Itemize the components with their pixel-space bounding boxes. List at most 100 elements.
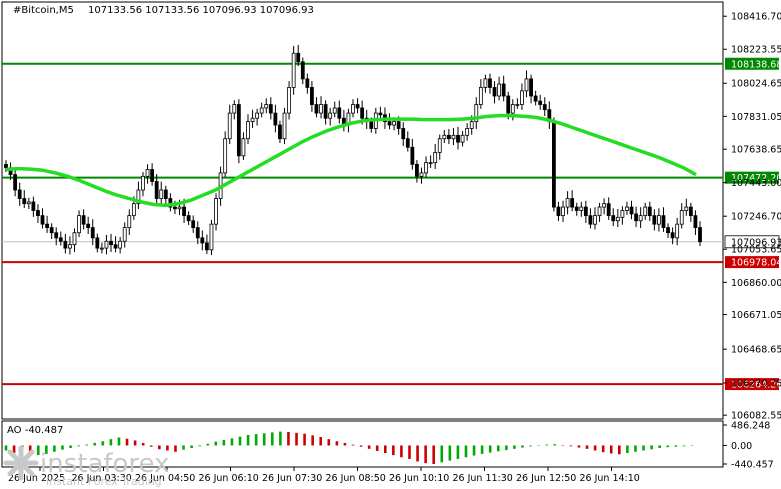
current-price-tag <box>724 235 780 249</box>
ao-label: AO -40.487 <box>7 425 63 436</box>
candle-body <box>643 206 648 217</box>
ao-plot-frame <box>1 420 724 468</box>
candle-body <box>583 206 588 217</box>
candle-body <box>688 206 693 217</box>
x-tick-label: 26 Jun 14:10 <box>580 473 640 484</box>
level-tag <box>725 57 779 70</box>
candle-body <box>223 138 228 174</box>
candle-body <box>693 215 698 228</box>
candle-body <box>45 223 49 228</box>
symbol-label: #Bitcoin,M5 <box>13 5 74 16</box>
candle-body <box>647 206 652 217</box>
candle-body <box>465 128 470 136</box>
candle-body <box>268 104 273 114</box>
candle-body <box>611 215 616 222</box>
candle-body <box>360 107 365 119</box>
candle-body <box>131 203 136 217</box>
candle-body <box>255 112 260 119</box>
candle-body <box>118 240 123 249</box>
candle-body <box>99 247 104 250</box>
candle-body <box>328 112 333 119</box>
candle-body <box>127 215 132 228</box>
x-tick-label: 26 Jun 10:10 <box>389 473 449 484</box>
candle-body <box>250 117 255 123</box>
candle-body <box>533 95 538 102</box>
candle-body <box>141 175 145 191</box>
candle-body <box>17 189 22 199</box>
candle-body <box>54 232 59 239</box>
candle-body <box>451 134 456 140</box>
candle-body <box>13 174 18 191</box>
candle-body <box>620 210 625 218</box>
candle-body <box>478 87 483 105</box>
candle-body <box>305 78 310 88</box>
watermark: instaforex Instant Forex Trading <box>3 445 169 488</box>
candle-body <box>323 104 328 119</box>
candle-body <box>214 198 218 225</box>
candle-body <box>63 240 68 249</box>
candle-body <box>415 163 419 177</box>
candle-body <box>159 189 164 199</box>
candle-body <box>104 240 109 249</box>
candle-body <box>77 215 81 234</box>
candle-body <box>446 134 451 140</box>
candle-body <box>529 78 533 97</box>
candle-body <box>319 104 323 114</box>
candle-body <box>264 104 269 109</box>
candle-body <box>392 121 396 126</box>
candle-body <box>657 215 661 225</box>
candle-body <box>606 203 611 217</box>
candle-body <box>36 210 40 217</box>
level-tag <box>725 171 779 184</box>
candle-body <box>227 112 232 140</box>
candle-body <box>26 201 31 205</box>
candle-body <box>442 134 447 140</box>
candle-body <box>109 240 113 246</box>
candle-body <box>273 112 278 126</box>
x-tick-label: 26 Jun 11:30 <box>453 473 513 484</box>
candle-body <box>296 52 301 63</box>
candle-body <box>259 107 264 114</box>
candle-body <box>634 213 638 222</box>
x-tick-label: 26 Jun 2025 <box>8 473 65 484</box>
candle-body <box>95 237 100 249</box>
candle-body <box>287 87 291 114</box>
candle-body <box>204 242 209 251</box>
candle-body <box>615 216 620 222</box>
candle-body <box>209 223 214 251</box>
level-label: 108138.68 <box>731 59 781 70</box>
level-label: 106978.04 <box>731 258 781 269</box>
y-tick-label: 107831.05 <box>731 112 781 123</box>
candle-body <box>177 206 182 210</box>
candle-body <box>469 121 474 129</box>
candle-body <box>629 206 634 215</box>
candle-body <box>136 189 141 205</box>
candle-body <box>396 121 401 129</box>
candle-body <box>122 227 127 242</box>
candle-body <box>474 104 479 123</box>
watermark-brand: instaforex <box>40 449 169 479</box>
candle-body <box>337 107 342 119</box>
candle-body <box>150 169 155 182</box>
candle-body <box>588 215 593 225</box>
candle-body <box>369 121 374 129</box>
candle-body <box>195 227 200 239</box>
candle-body <box>4 163 8 169</box>
candle-body <box>488 78 492 88</box>
y-tick-label: 107246.70 <box>731 212 781 223</box>
candle-body <box>679 210 684 225</box>
candle-body <box>351 104 355 114</box>
candle-body <box>597 206 602 217</box>
candle-body <box>278 124 282 140</box>
candle-body <box>200 237 205 244</box>
instaforex-logo-icon <box>3 445 39 481</box>
candle-body <box>698 227 702 243</box>
candle-body <box>282 112 287 140</box>
candle-body <box>684 206 689 211</box>
candle-body <box>638 215 643 222</box>
candle-body <box>551 121 556 208</box>
candle-body <box>314 104 319 114</box>
candle-body <box>410 146 415 165</box>
candle-body <box>310 87 314 105</box>
